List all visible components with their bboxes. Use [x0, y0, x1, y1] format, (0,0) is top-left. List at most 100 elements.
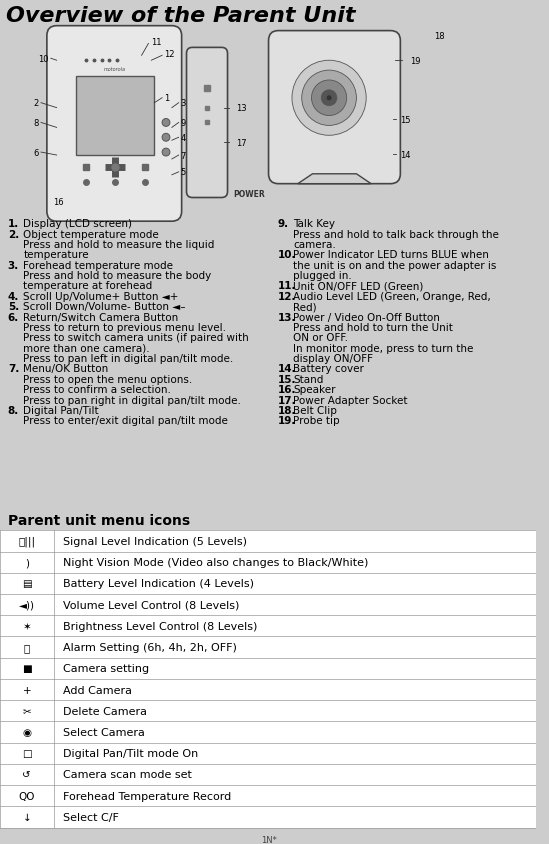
- Text: In monitor mode, press to turn the: In monitor mode, press to turn the: [293, 344, 473, 354]
- Text: 13.: 13.: [277, 312, 296, 322]
- Circle shape: [162, 149, 170, 157]
- Text: camera.: camera.: [293, 240, 335, 250]
- Text: ): ): [25, 558, 29, 567]
- Text: Scroll Up/Volume+ Button ◄+: Scroll Up/Volume+ Button ◄+: [24, 291, 179, 301]
- Text: ◄)): ◄)): [19, 600, 35, 610]
- Text: Power / Video On-Off Button: Power / Video On-Off Button: [293, 312, 440, 322]
- Circle shape: [321, 91, 337, 106]
- Text: Brightness Level Control (8 Levels): Brightness Level Control (8 Levels): [64, 621, 258, 631]
- Text: Audio Level LED (Green, Orange, Red,: Audio Level LED (Green, Orange, Red,: [293, 291, 491, 301]
- Text: ✂: ✂: [23, 706, 31, 716]
- Text: Select C/F: Select C/F: [64, 812, 119, 822]
- Text: Press and hold to measure the liquid: Press and hold to measure the liquid: [24, 240, 215, 250]
- Text: Red): Red): [293, 302, 317, 311]
- Text: POWER: POWER: [233, 190, 265, 199]
- Text: Press and hold to talk back through the: Press and hold to talk back through the: [293, 230, 499, 240]
- Text: 绝|||: 绝|||: [18, 536, 36, 547]
- Text: 10.: 10.: [277, 250, 296, 260]
- Text: Return/Switch Camera Button: Return/Switch Camera Button: [24, 312, 178, 322]
- Text: Display (LCD screen): Display (LCD screen): [24, 219, 132, 229]
- Text: Alarm Setting (6h, 4h, 2h, OFF): Alarm Setting (6h, 4h, 2h, OFF): [64, 642, 237, 652]
- Text: Press to confirm a selection.: Press to confirm a selection.: [24, 385, 171, 395]
- Text: QO: QO: [19, 791, 35, 801]
- Text: Digital Pan/Tilt mode On: Digital Pan/Tilt mode On: [64, 749, 199, 758]
- Bar: [0, 658, 536, 679]
- Text: Press to enter/exit digital pan/tilt mode: Press to enter/exit digital pan/tilt mod…: [24, 416, 228, 425]
- Text: 11.: 11.: [277, 281, 296, 291]
- Text: 4: 4: [181, 133, 186, 143]
- Text: Volume Level Control (8 Levels): Volume Level Control (8 Levels): [64, 600, 240, 610]
- Bar: [0, 679, 536, 701]
- Circle shape: [311, 81, 346, 116]
- FancyBboxPatch shape: [187, 48, 227, 198]
- Text: 17: 17: [236, 138, 247, 148]
- Text: 17.: 17.: [277, 395, 296, 405]
- Bar: [0, 615, 536, 636]
- Text: Press to return to previous menu level.: Press to return to previous menu level.: [24, 322, 226, 333]
- Text: Camera scan mode set: Camera scan mode set: [64, 770, 192, 780]
- Circle shape: [292, 61, 366, 136]
- Bar: [0, 743, 536, 764]
- Text: 10: 10: [38, 55, 49, 63]
- Text: 11: 11: [152, 38, 162, 47]
- Text: Belt Clip: Belt Clip: [293, 405, 337, 415]
- Bar: [76, 77, 154, 156]
- Text: Digital Pan/Tilt: Digital Pan/Tilt: [24, 405, 99, 415]
- Text: more than one camera).: more than one camera).: [24, 344, 150, 354]
- Bar: [0, 764, 536, 785]
- Circle shape: [162, 134, 170, 142]
- Bar: [0, 552, 536, 573]
- Text: 14.: 14.: [277, 364, 296, 374]
- Text: Menu/OK Button: Menu/OK Button: [24, 364, 109, 374]
- Text: 9.: 9.: [277, 219, 288, 229]
- Text: the unit is on and the power adapter is: the unit is on and the power adapter is: [293, 261, 496, 270]
- Text: display ON/OFF: display ON/OFF: [293, 354, 373, 364]
- FancyBboxPatch shape: [47, 27, 182, 222]
- Bar: [0, 785, 536, 806]
- Text: ↓: ↓: [23, 812, 31, 822]
- Text: 13: 13: [236, 104, 247, 113]
- Text: Power Adapter Socket: Power Adapter Socket: [293, 395, 407, 405]
- Text: 19: 19: [410, 57, 421, 66]
- Text: Press and hold to turn the Unit: Press and hold to turn the Unit: [293, 322, 453, 333]
- Text: Battery cover: Battery cover: [293, 364, 364, 374]
- Text: 2: 2: [34, 99, 39, 108]
- Text: 5: 5: [181, 168, 186, 177]
- Text: 15: 15: [400, 116, 411, 125]
- Bar: [0, 573, 536, 594]
- Bar: [0, 722, 536, 743]
- Text: 6: 6: [33, 149, 39, 157]
- Text: 6.: 6.: [8, 312, 19, 322]
- Text: +: +: [23, 684, 31, 695]
- Text: 18: 18: [434, 32, 445, 41]
- Text: Overview of the Parent Unit: Overview of the Parent Unit: [6, 6, 355, 26]
- Circle shape: [302, 71, 356, 127]
- Text: 8: 8: [33, 119, 39, 127]
- Text: Parent unit menu icons: Parent unit menu icons: [8, 513, 190, 527]
- Circle shape: [162, 119, 170, 127]
- FancyBboxPatch shape: [268, 31, 400, 185]
- Bar: [0, 594, 536, 615]
- Text: Power Indicator LED turns BLUE when: Power Indicator LED turns BLUE when: [293, 250, 489, 260]
- Bar: [0, 636, 536, 658]
- Text: 12.: 12.: [277, 291, 296, 301]
- Text: □: □: [22, 749, 32, 758]
- Text: 3: 3: [181, 99, 186, 108]
- Text: 9: 9: [181, 119, 186, 127]
- Text: ✶: ✶: [23, 621, 31, 631]
- Text: Night Vision Mode (Video also changes to Black/White): Night Vision Mode (Video also changes to…: [64, 558, 369, 567]
- Text: ◉: ◉: [23, 728, 31, 737]
- Text: motorola: motorola: [104, 67, 126, 72]
- Text: 8.: 8.: [8, 405, 19, 415]
- Text: 7: 7: [181, 151, 186, 160]
- Bar: [0, 701, 536, 722]
- Text: 12: 12: [164, 50, 175, 59]
- Text: 19.: 19.: [277, 416, 296, 425]
- Text: ON or OFF.: ON or OFF.: [293, 333, 348, 343]
- Bar: [0, 806, 536, 828]
- Text: Press to open the menu options.: Press to open the menu options.: [24, 375, 193, 384]
- Text: ■: ■: [22, 663, 32, 674]
- Text: temperature at forehead: temperature at forehead: [24, 281, 153, 291]
- Text: 4.: 4.: [8, 291, 19, 301]
- Text: Speaker: Speaker: [293, 385, 335, 395]
